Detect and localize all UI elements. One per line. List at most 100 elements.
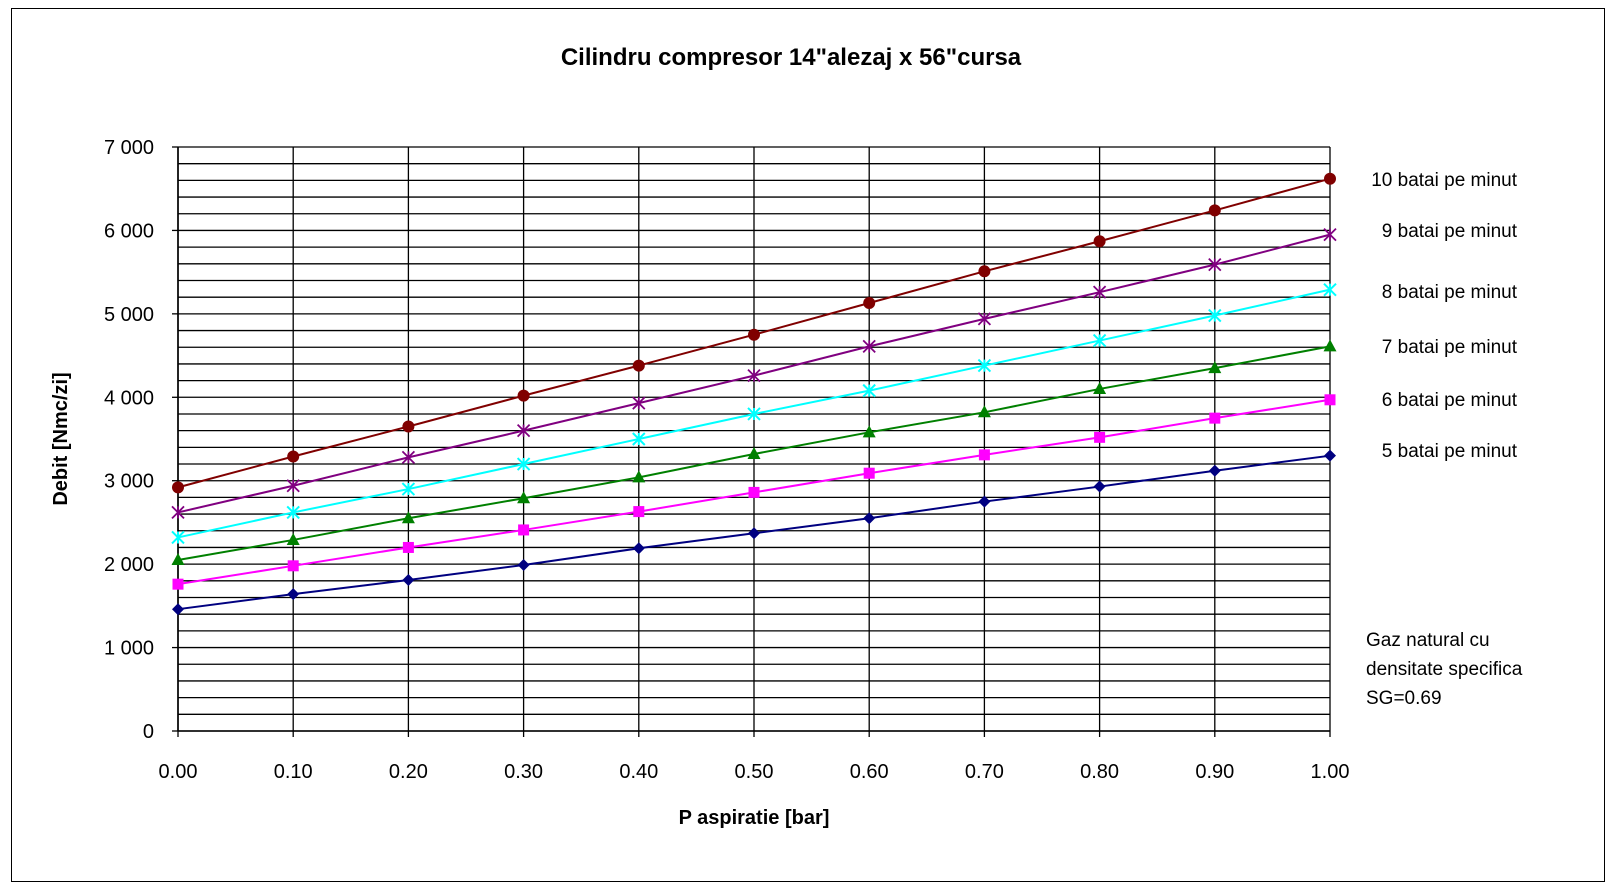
data-point (1209, 412, 1221, 424)
label-layer: 5 batai pe minut 6 batai pe minut 7 batai … (1371, 170, 1517, 462)
data-point (516, 424, 531, 438)
chart-svg: Cilindru compresor 14"alezaj x 56"cursa … (50, 44, 1523, 829)
data-point (1208, 257, 1222, 272)
data-point (977, 405, 991, 418)
data-point (517, 491, 531, 504)
data-point (287, 588, 300, 601)
data-point (401, 511, 415, 524)
data-point (1094, 431, 1106, 443)
data-point (172, 481, 184, 494)
data-point (1093, 480, 1106, 493)
y-tick-label: 4 000 (104, 387, 154, 409)
annotation-line: densitate specifica (1366, 659, 1523, 680)
y-tick-label: 1 000 (104, 638, 154, 660)
x-tick-label: 0.00 (159, 761, 198, 783)
data-point (286, 532, 300, 545)
data-point (978, 265, 991, 278)
y-tick-label: 3 000 (104, 471, 154, 493)
y-tick-label: 7 000 (104, 137, 154, 159)
data-point (171, 505, 185, 520)
data-point (747, 447, 761, 460)
series-label: 9 batai pe minut (1382, 221, 1518, 242)
series-group (172, 394, 1336, 590)
data-point (862, 339, 876, 354)
annotation-line: Gaz natural cu (1366, 630, 1490, 651)
data-point (863, 297, 876, 310)
data-point (172, 603, 184, 616)
data-point (1324, 172, 1336, 185)
data-point (632, 359, 645, 372)
data-point (632, 470, 646, 483)
series-group (171, 339, 1337, 565)
annotation-line: SG=0.69 (1366, 688, 1442, 709)
annotation-text: Gaz natural cu densitate specifica SG=0.69 (1366, 630, 1523, 709)
series-group (171, 282, 1337, 545)
x-tick-label: 0.10 (274, 761, 313, 783)
data-point (1208, 361, 1222, 374)
data-point (977, 358, 992, 373)
data-point (1324, 449, 1336, 462)
series-group (172, 449, 1336, 616)
x-tick-label: 0.70 (965, 761, 1004, 783)
x-axis-label: P aspiratie [bar] (679, 807, 830, 829)
data-point (1093, 381, 1107, 394)
data-point (286, 479, 300, 493)
data-point (401, 450, 416, 464)
x-tick-label: 0.80 (1080, 761, 1119, 783)
data-point (632, 542, 645, 555)
x-tick-label: 0.90 (1195, 761, 1234, 783)
data-point (172, 578, 184, 590)
data-point (862, 425, 876, 438)
data-point (171, 552, 185, 565)
data-point (516, 457, 531, 471)
data-point (401, 482, 416, 496)
data-point (748, 328, 760, 341)
data-point (978, 449, 990, 461)
data-point (1323, 227, 1337, 242)
data-point (517, 389, 530, 402)
grid-layer (177, 146, 1331, 732)
x-tick-label: 0.50 (735, 761, 774, 783)
axis-layer: 0 1 000 2 000 3 000 4 000 5 000 6 000 7 000 0.00… (104, 137, 1350, 783)
y-tick-label: 2 000 (104, 554, 154, 576)
data-point (518, 524, 530, 536)
series-label: 8 batai pe minut (1382, 282, 1518, 303)
data-point (287, 560, 299, 572)
series-layer (171, 172, 1337, 616)
data-point (748, 527, 760, 540)
y-axis-label: Debit [Nmc/zi] (50, 372, 72, 505)
data-point (747, 407, 761, 421)
chart-frame: Cilindru compresor 14"alezaj x 56"cursa … (11, 8, 1605, 882)
data-point (286, 505, 300, 520)
data-point (1323, 282, 1337, 297)
data-point (1092, 333, 1107, 348)
data-point (633, 506, 645, 518)
data-point (1208, 308, 1222, 323)
data-point (1092, 285, 1107, 299)
y-tick-label: 6 000 (104, 220, 154, 242)
x-tick-label: 0.20 (389, 761, 428, 783)
y-tick-label: 0 (143, 721, 154, 743)
data-point (1208, 464, 1221, 477)
series-group (172, 172, 1336, 494)
data-point (747, 368, 761, 383)
y-tick-label: 5 000 (104, 304, 154, 326)
data-point (1093, 235, 1106, 248)
data-point (862, 383, 876, 398)
x-tick-label: 0.30 (504, 761, 543, 783)
data-point (287, 450, 300, 463)
data-point (1208, 204, 1221, 217)
chart-title: Cilindru compresor 14"alezaj x 56"cursa (561, 44, 1022, 71)
x-tick-label: 0.40 (619, 761, 658, 783)
series-label: 5 batai pe minut (1382, 441, 1518, 462)
data-point (171, 530, 185, 545)
data-point (978, 495, 991, 508)
series-label: 10 batai pe minut (1371, 170, 1517, 191)
data-point (517, 558, 530, 571)
data-point (402, 420, 415, 433)
data-point (632, 396, 646, 410)
data-point (748, 486, 760, 498)
data-point (1323, 339, 1337, 352)
data-point (402, 541, 414, 553)
data-point (977, 312, 992, 326)
